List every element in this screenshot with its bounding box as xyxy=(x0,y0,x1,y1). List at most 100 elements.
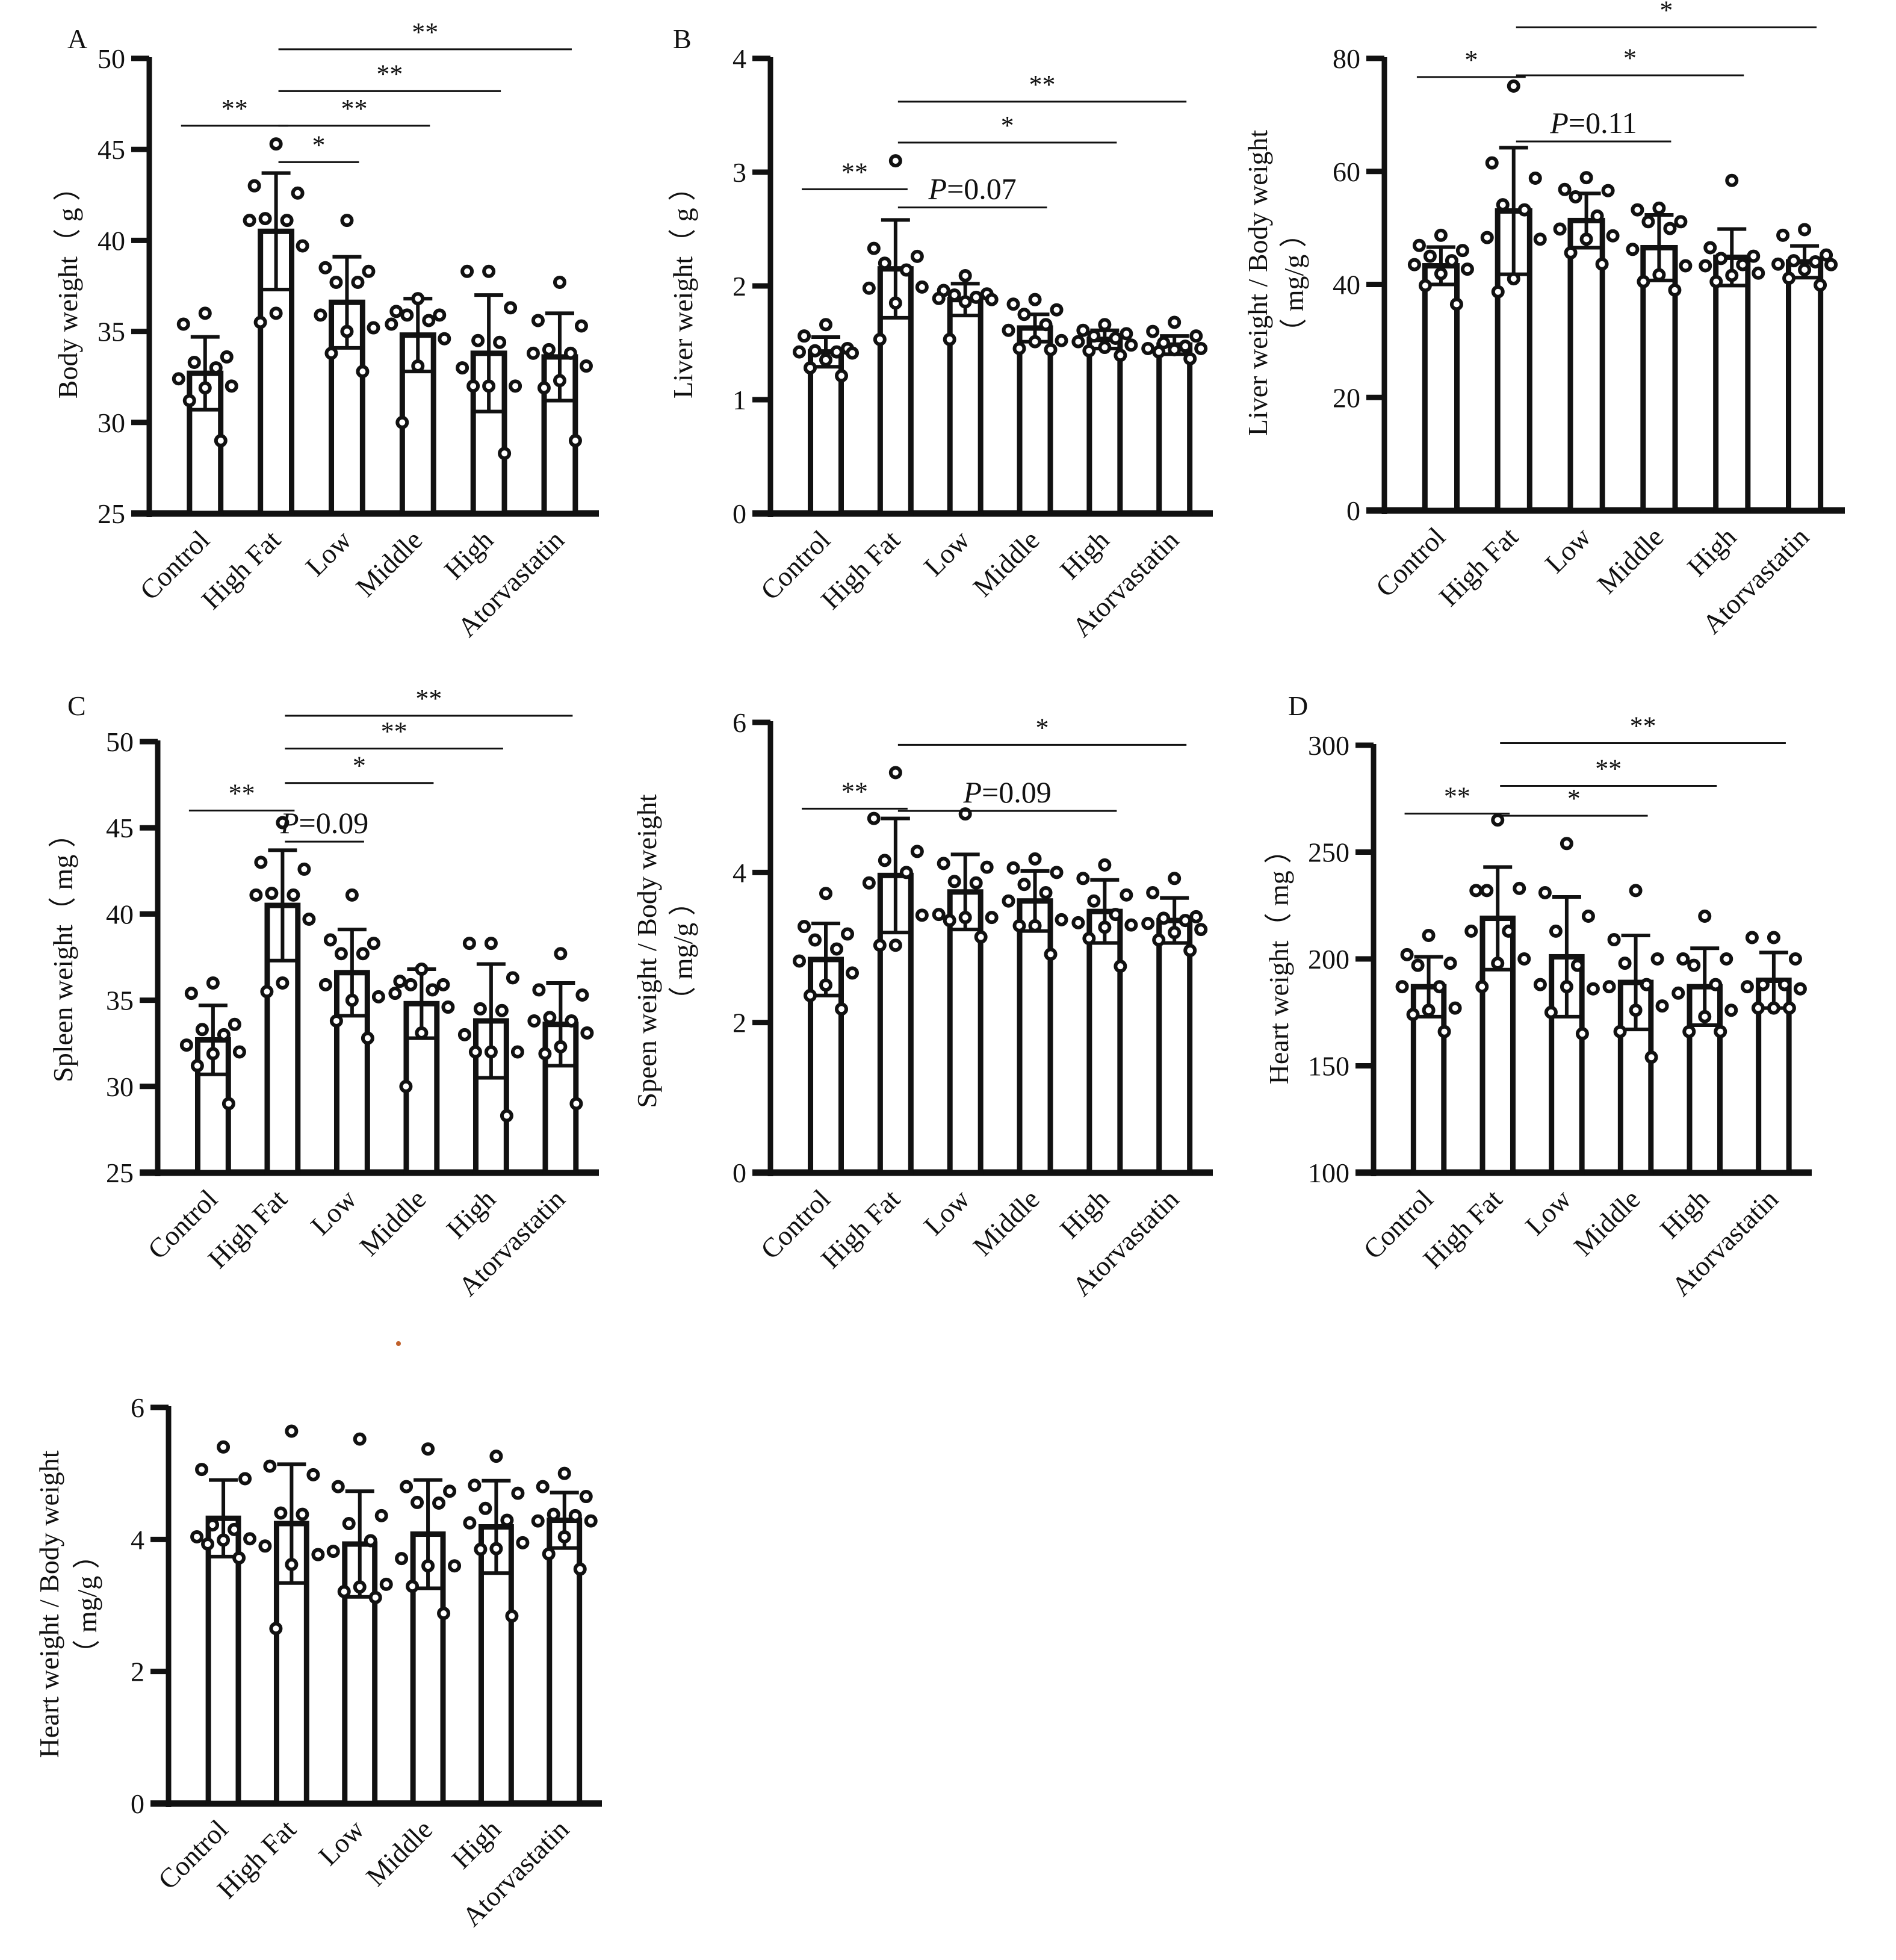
data-point xyxy=(438,332,451,346)
data-point xyxy=(296,239,309,253)
data-point xyxy=(527,1014,541,1028)
data-point xyxy=(353,1432,367,1446)
data-point xyxy=(1189,910,1203,923)
data-point xyxy=(249,888,263,902)
data-point xyxy=(793,345,807,359)
data-point xyxy=(542,343,556,356)
data-point xyxy=(1558,182,1572,196)
bar-high xyxy=(1086,336,1123,516)
data-point xyxy=(1109,331,1123,345)
data-point xyxy=(474,1542,488,1556)
data-point xyxy=(1517,203,1531,217)
y-tick-label: 35 xyxy=(106,985,134,1016)
data-point xyxy=(176,317,190,331)
data-point xyxy=(1618,957,1632,970)
data-point xyxy=(1581,910,1595,923)
category-label: High Fat xyxy=(815,524,906,615)
category-label: Middle xyxy=(1591,521,1669,600)
data-point xyxy=(238,1472,252,1486)
data-point xyxy=(1538,885,1552,899)
y-axis-title-unit: （ mg/g ） xyxy=(668,888,698,1014)
data-point xyxy=(1418,279,1432,293)
data-point xyxy=(206,1047,220,1061)
data-point xyxy=(329,275,343,289)
data-point xyxy=(580,1026,594,1040)
y-tick-label: 2 xyxy=(733,1008,746,1038)
data-point xyxy=(835,1002,849,1016)
data-point xyxy=(331,1480,345,1493)
data-point xyxy=(1724,1003,1738,1017)
bar-high xyxy=(1713,254,1751,513)
data-point xyxy=(557,1530,571,1543)
data-point xyxy=(1437,1025,1451,1038)
data-point xyxy=(1564,246,1578,259)
data-point xyxy=(1055,333,1068,347)
data-point xyxy=(1549,924,1563,938)
data-point xyxy=(1124,338,1138,352)
data-point xyxy=(222,1097,235,1111)
data-point xyxy=(1676,952,1690,966)
data-point xyxy=(569,1097,583,1111)
data-point xyxy=(1098,341,1112,355)
data-point xyxy=(1406,1008,1420,1022)
data-point xyxy=(867,241,881,255)
data-point xyxy=(554,947,568,961)
data-point xyxy=(1141,917,1155,931)
data-point xyxy=(888,766,902,780)
data-point xyxy=(473,1002,487,1016)
data-point xyxy=(374,1509,388,1522)
data-point xyxy=(393,975,407,988)
data-point xyxy=(1168,872,1182,885)
y-tick-label: 2 xyxy=(131,1657,144,1687)
panel-letter: D xyxy=(1288,690,1308,721)
data-point xyxy=(1607,933,1621,947)
y-tick-label: 40 xyxy=(106,899,134,929)
stray-mark xyxy=(396,1341,401,1346)
significance-label: ** xyxy=(222,94,248,123)
significance-label: ** xyxy=(841,777,868,806)
data-point xyxy=(1028,852,1042,866)
data-point xyxy=(1668,283,1682,297)
data-point xyxy=(1071,335,1085,349)
data-point xyxy=(345,993,359,1007)
data-point xyxy=(484,1045,498,1059)
data-point xyxy=(1751,1001,1765,1015)
data-point xyxy=(448,1559,462,1573)
data-point xyxy=(553,374,566,388)
data-point xyxy=(500,1513,514,1527)
data-point xyxy=(531,1514,545,1528)
data-point xyxy=(1028,293,1042,306)
data-point xyxy=(1448,1001,1462,1015)
data-point xyxy=(323,933,337,947)
data-point xyxy=(258,212,272,226)
data-point xyxy=(1637,274,1650,288)
data-point xyxy=(531,314,545,327)
data-point xyxy=(296,1507,309,1521)
bar-atorvastatin xyxy=(1156,342,1193,516)
data-point xyxy=(1071,916,1085,929)
data-point xyxy=(1098,858,1112,872)
data-point xyxy=(285,1558,299,1572)
data-point xyxy=(217,1440,231,1454)
data-point xyxy=(421,1442,435,1456)
data-point xyxy=(306,1468,320,1481)
bar-atorvastatin xyxy=(1786,259,1824,513)
data-point xyxy=(568,434,582,448)
data-point xyxy=(291,186,305,200)
y-tick-label: 300 xyxy=(1308,730,1349,761)
data-point xyxy=(1039,885,1053,899)
data-point xyxy=(479,1501,492,1515)
category-label: High Fat xyxy=(1417,1183,1508,1274)
y-tick-label: 4 xyxy=(131,1524,144,1555)
data-point xyxy=(314,308,327,322)
data-point xyxy=(1485,156,1499,170)
data-point xyxy=(276,976,290,990)
data-point xyxy=(340,324,354,338)
data-point xyxy=(915,908,929,922)
data-point xyxy=(351,275,365,289)
y-axis-title-unit: （ mg/g ） xyxy=(1278,220,1309,346)
y-tick-label: 2 xyxy=(733,271,746,302)
data-point xyxy=(878,854,891,867)
data-point xyxy=(406,1580,420,1593)
